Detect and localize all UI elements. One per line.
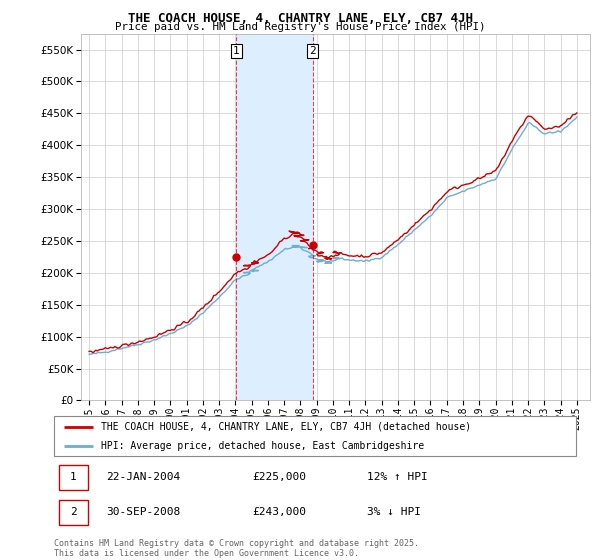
Bar: [59, 500, 88, 525]
Text: 2: 2: [70, 507, 77, 517]
Text: Price paid vs. HM Land Registry's House Price Index (HPI): Price paid vs. HM Land Registry's House …: [115, 22, 485, 32]
Text: Contains HM Land Registry data © Crown copyright and database right 2025.
This d: Contains HM Land Registry data © Crown c…: [54, 539, 419, 558]
Text: 1: 1: [70, 473, 77, 483]
Text: THE COACH HOUSE, 4, CHANTRY LANE, ELY, CB7 4JH (detached house): THE COACH HOUSE, 4, CHANTRY LANE, ELY, C…: [101, 422, 471, 432]
Bar: [236, 34, 313, 400]
Text: 30-SEP-2008: 30-SEP-2008: [106, 507, 181, 517]
Text: 22-JAN-2004: 22-JAN-2004: [106, 473, 181, 483]
Text: £225,000: £225,000: [253, 473, 307, 483]
Bar: [59, 465, 88, 490]
Text: 3% ↓ HPI: 3% ↓ HPI: [367, 507, 421, 517]
Text: 1: 1: [233, 46, 240, 56]
Text: 2: 2: [309, 46, 316, 56]
Text: THE COACH HOUSE, 4, CHANTRY LANE, ELY, CB7 4JH: THE COACH HOUSE, 4, CHANTRY LANE, ELY, C…: [128, 12, 473, 25]
Text: £243,000: £243,000: [253, 507, 307, 517]
Text: HPI: Average price, detached house, East Cambridgeshire: HPI: Average price, detached house, East…: [101, 441, 424, 451]
Text: 12% ↑ HPI: 12% ↑ HPI: [367, 473, 428, 483]
